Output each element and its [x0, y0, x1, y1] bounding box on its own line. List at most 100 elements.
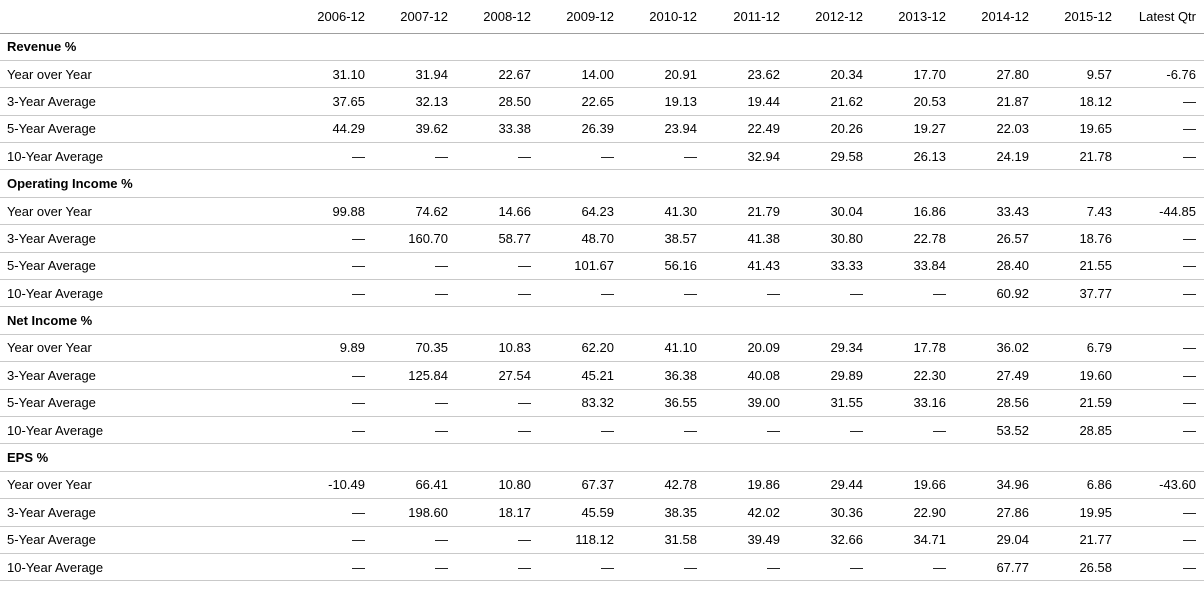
row-label: Year over Year: [0, 471, 282, 500]
row-label: 5-Year Average: [0, 115, 282, 144]
value-cell: —: [282, 416, 365, 445]
section-row-operating-income: Operating Income %: [0, 169, 1204, 198]
value-cell: 28.40: [946, 252, 1029, 281]
row-label: 10-Year Average: [0, 279, 282, 308]
row-label: 10-Year Average: [0, 416, 282, 445]
value-cell: 20.91: [614, 60, 697, 89]
value-cell: 23.94: [614, 115, 697, 144]
data-row-10-year-average: 10-Year Average — — — — — — — —60.92 37.77—: [0, 279, 1204, 308]
growth-table-header: 2006-12 2007-12 2008-12 2009-12 2010-12 2011-…: [0, 0, 1204, 34]
value-cell: —: [365, 416, 448, 445]
value-cell: 17.70: [863, 60, 946, 89]
value-cell: 20.34: [780, 60, 863, 89]
value-cell: —: [1112, 334, 1204, 363]
section-row-revenue: Revenue %: [0, 33, 1204, 61]
column-header-2011-12: 2011-12: [697, 0, 780, 34]
value-cell: 27.86: [946, 498, 1029, 527]
value-cell: 22.03: [946, 115, 1029, 144]
value-cell: —: [1112, 389, 1204, 417]
data-row-5-year-average: 5-Year Average — — —101.67 56.16 41.43 33.33 33…: [0, 252, 1204, 281]
value-cell: 39.49: [697, 526, 780, 554]
value-cell: 70.35: [365, 334, 448, 363]
data-row-10-year-average: 10-Year Average — — — — — — — —67.77 26.58—: [0, 553, 1204, 582]
value-cell: 34.96: [946, 471, 1029, 500]
value-cell: —: [282, 252, 365, 281]
value-cell: 39.00: [697, 389, 780, 417]
value-cell: 38.57: [614, 224, 697, 253]
section-row-eps: EPS %: [0, 443, 1204, 472]
value-cell: 21.79: [697, 197, 780, 226]
value-cell: 30.36: [780, 498, 863, 527]
row-label-column-header: [0, 0, 282, 34]
value-cell: 74.62: [365, 197, 448, 226]
row-label: 3-Year Average: [0, 361, 282, 390]
value-cell: 28.85: [1029, 416, 1112, 445]
value-cell: —: [448, 142, 531, 171]
value-cell: 33.38: [448, 115, 531, 144]
value-cell: —: [365, 252, 448, 281]
value-cell: —: [1112, 361, 1204, 390]
value-cell: 56.16: [614, 252, 697, 281]
value-cell: 36.55: [614, 389, 697, 417]
value-cell: 29.04: [946, 526, 1029, 554]
value-cell: 19.44: [697, 87, 780, 116]
value-cell: 29.58: [780, 142, 863, 171]
row-label: Year over Year: [0, 60, 282, 89]
value-cell: 9.89: [282, 334, 365, 363]
value-cell: 22.67: [448, 60, 531, 89]
value-cell: —: [1112, 526, 1204, 554]
value-cell: 30.80: [780, 224, 863, 253]
value-cell: 39.62: [365, 115, 448, 144]
value-cell: —: [531, 279, 614, 308]
value-cell: 6.86: [1029, 471, 1112, 500]
value-cell: -44.85: [1112, 197, 1204, 226]
value-cell: —: [365, 279, 448, 308]
section-title: Net Income %: [0, 306, 1204, 335]
value-cell: 42.02: [697, 498, 780, 527]
data-row-3-year-average: 3-Year Average 37.65 32.13 28.50 22.65 19.13 1…: [0, 87, 1204, 116]
value-cell: 17.78: [863, 334, 946, 363]
value-cell: 22.90: [863, 498, 946, 527]
value-cell: 41.38: [697, 224, 780, 253]
value-cell: 19.13: [614, 87, 697, 116]
value-cell: 18.17: [448, 498, 531, 527]
value-cell: —: [697, 416, 780, 445]
value-cell: 67.77: [946, 553, 1029, 582]
value-cell: 21.87: [946, 87, 1029, 116]
value-cell: 198.60: [365, 498, 448, 527]
value-cell: —: [282, 389, 365, 417]
value-cell: 45.59: [531, 498, 614, 527]
row-label: 5-Year Average: [0, 526, 282, 554]
column-header-2010-12: 2010-12: [614, 0, 697, 34]
value-cell: 66.41: [365, 471, 448, 500]
value-cell: 58.77: [448, 224, 531, 253]
value-cell: —: [697, 279, 780, 308]
value-cell: 101.67: [531, 252, 614, 281]
value-cell: 27.54: [448, 361, 531, 390]
value-cell: 22.78: [863, 224, 946, 253]
row-label: Year over Year: [0, 197, 282, 226]
value-cell: —: [614, 279, 697, 308]
row-label: 10-Year Average: [0, 553, 282, 582]
value-cell: —: [282, 279, 365, 308]
value-cell: 37.65: [282, 87, 365, 116]
row-label: 5-Year Average: [0, 252, 282, 281]
value-cell: —: [1112, 224, 1204, 253]
data-row-year-over-year: Year over Year -10.49 66.41 10.80 67.37 42.78…: [0, 471, 1204, 500]
value-cell: 19.65: [1029, 115, 1112, 144]
value-cell: 7.43: [1029, 197, 1112, 226]
value-cell: 27.80: [946, 60, 1029, 89]
value-cell: —: [282, 498, 365, 527]
value-cell: 33.16: [863, 389, 946, 417]
value-cell: 23.62: [697, 60, 780, 89]
value-cell: —: [780, 416, 863, 445]
data-row-5-year-average: 5-Year Average 44.29 39.62 33.38 26.39 23.94 2…: [0, 115, 1204, 144]
value-cell: 20.26: [780, 115, 863, 144]
value-cell: 6.79: [1029, 334, 1112, 363]
value-cell: 53.52: [946, 416, 1029, 445]
value-cell: —: [531, 416, 614, 445]
value-cell: —: [863, 416, 946, 445]
value-cell: 36.02: [946, 334, 1029, 363]
